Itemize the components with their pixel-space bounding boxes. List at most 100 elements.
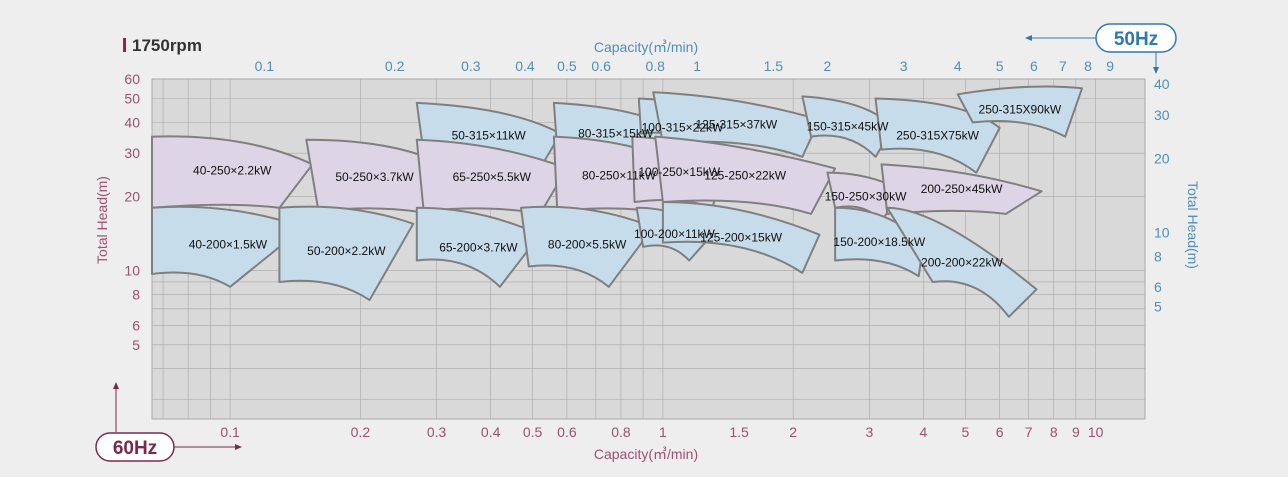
y-left-tick-label: 30 — [124, 145, 140, 161]
pump-label: 65-250×5.5kW — [453, 170, 532, 184]
x-top-tick-label: 3 — [900, 58, 908, 74]
pump-area — [874, 97, 1001, 174]
y-left-tick-label: 50 — [124, 91, 140, 107]
x-top-tick-label: 7 — [1059, 58, 1067, 74]
pump-label: 100-200×11kW — [634, 227, 716, 241]
x-top-tick-label: 0.6 — [591, 58, 611, 74]
x-bottom-tick-label: 0.2 — [351, 424, 371, 440]
x-bottom-tick-label: 0.5 — [523, 424, 543, 440]
pump-label: 125-200×15kW — [700, 230, 782, 244]
pump-area — [886, 206, 1038, 318]
y-left-tick-label: 6 — [132, 317, 140, 333]
tick-labels: 0.1 0.2 0.3 0.4 0.5 0.6 0.8 1 1.5 2 3 4 5 6 7 8 90.1 0.2 0… — [124, 58, 1169, 440]
arrow-left-icon — [1025, 35, 1032, 41]
pump-label: 150-200×18.5kW — [833, 235, 925, 249]
badge-60hz-text: 60Hz — [113, 438, 157, 459]
pump-area — [278, 205, 415, 302]
x-bottom-tick-label: 9 — [1072, 424, 1080, 440]
pump-area — [834, 206, 925, 278]
x-bottom-tick-label: 0.4 — [481, 424, 501, 440]
y-axis-right-label: Total Head(m) — [1185, 181, 1201, 269]
pump-label: 200-200×22kW — [921, 255, 1003, 269]
x-top-tick-label: 0.5 — [557, 58, 577, 74]
arrow-right-icon — [235, 444, 242, 450]
y-right-tick-label: 40 — [1154, 76, 1170, 92]
arrow-up-icon — [113, 382, 119, 389]
x-bottom-tick-label: 1 — [659, 424, 667, 440]
x-bottom-tick-label: 0.3 — [427, 424, 447, 440]
pump-label: 80-200×5.5kW — [548, 237, 627, 251]
pump-label: 80-315×15kW — [578, 127, 654, 141]
y-left-tick-label: 5 — [132, 337, 140, 353]
badge-50hz-text: 50Hz — [1114, 29, 1158, 50]
y-right-tick-label: 5 — [1154, 299, 1162, 315]
y-right-tick-label: 6 — [1154, 279, 1162, 295]
pump-label: 50-200×2.2kW — [307, 244, 386, 258]
x-axis-top-label: Capacity(㎥/min) — [594, 39, 698, 55]
pump-label: 50-315×11kW — [452, 129, 527, 143]
badge-50hz — [1095, 23, 1177, 53]
y-left-tick-label: 20 — [124, 189, 140, 205]
x-bottom-tick-label: 10 — [1088, 424, 1104, 440]
title-bar-marker — [123, 38, 126, 52]
y-left-tick-label: 60 — [124, 71, 140, 87]
x-top-tick-label: 0.1 — [255, 58, 275, 74]
x-bottom-tick-label: 7 — [1025, 424, 1033, 440]
x-top-tick-label: 4 — [954, 58, 962, 74]
pump-label: 150-250×30kW — [825, 190, 907, 204]
x-bottom-tick-label: 3 — [865, 424, 873, 440]
x-top-tick-label: 1 — [693, 58, 701, 74]
x-bottom-tick-label: 0.1 — [220, 424, 240, 440]
pump-area — [956, 85, 1084, 138]
y-right-tick-label: 10 — [1154, 225, 1170, 241]
y-left-tick-label: 10 — [124, 263, 140, 279]
x-top-tick-label: 5 — [996, 58, 1004, 74]
x-top-tick-label: 2 — [824, 58, 832, 74]
pump-label: 125-250×22kW — [704, 168, 786, 182]
x-top-tick-label: 1.5 — [764, 58, 784, 74]
x-bottom-tick-label: 8 — [1050, 424, 1058, 440]
x-bottom-tick-label: 6 — [996, 424, 1004, 440]
pump-label: 40-250×2.2kW — [193, 164, 272, 178]
x-top-tick-label: 0.8 — [645, 58, 665, 74]
y-left-tick-label: 8 — [132, 287, 140, 303]
x-top-tick-label: 0.4 — [515, 58, 535, 74]
pump-label: 100-315×22kW — [642, 121, 724, 135]
x-bottom-tick-label: 1.5 — [729, 424, 749, 440]
chart-title: 1750rpm — [132, 36, 202, 55]
x-bottom-tick-label: 5 — [962, 424, 970, 440]
x-top-tick-label: 8 — [1084, 58, 1092, 74]
pump-label: 150-315×45kW — [807, 120, 889, 134]
x-bottom-tick-label: 0.8 — [611, 424, 631, 440]
x-top-tick-label: 6 — [1030, 58, 1038, 74]
x-top-tick-label: 9 — [1106, 58, 1114, 74]
pump-label: 250-315X90kW — [979, 103, 1062, 117]
pump-label: 250-315X75kW — [896, 129, 979, 143]
pump-label: 100-250×15kW — [638, 165, 720, 179]
y-axis-left-label: Total Head(m) — [94, 176, 110, 264]
pump-label: 80-250×11kW — [582, 168, 657, 182]
y-right-tick-label: 8 — [1154, 248, 1162, 264]
x-top-tick-label: 0.3 — [461, 58, 481, 74]
y-right-tick-label: 20 — [1154, 150, 1170, 166]
pump-label: 200-250×45kW — [921, 182, 1003, 196]
y-right-tick-label: 30 — [1154, 107, 1170, 123]
y-left-tick-label: 40 — [124, 114, 140, 130]
pump-label: 50-250×3.7kW — [335, 170, 414, 184]
x-top-tick-label: 0.2 — [385, 58, 405, 74]
pump-labels: 40-250×2.2kW 40-200×1.5kW 50-250×3.7kW 50-2… — [189, 103, 1062, 270]
pump-label: 40-200×1.5kW — [189, 237, 268, 251]
arrow-down-icon — [1153, 67, 1159, 74]
x-axis-bottom-label: Capacity(㎥/min) — [594, 446, 698, 462]
x-bottom-tick-label: 0.6 — [557, 424, 577, 440]
pump-area — [661, 201, 821, 274]
pump-area — [151, 135, 314, 209]
x-bottom-tick-label: 2 — [789, 424, 797, 440]
pump-area — [880, 163, 1043, 215]
pump-label: 65-200×3.7kW — [439, 240, 518, 254]
x-bottom-tick-label: 4 — [920, 424, 928, 440]
pump-areas — [151, 85, 1084, 318]
pump-label: 125-315×37kW — [695, 118, 777, 132]
